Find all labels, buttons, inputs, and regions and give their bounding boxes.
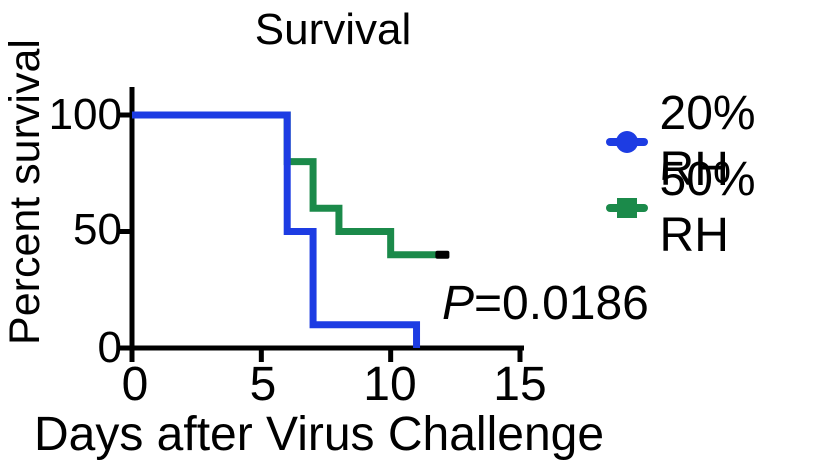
x-tick-label-0: 0 — [121, 358, 149, 411]
legend-item-50-rh: 50% RH — [606, 153, 832, 262]
legend-label-20-rh: 20% RH — [659, 87, 756, 196]
y-axis-label: Percent survival — [1, 39, 49, 345]
censor-tick-mark — [435, 250, 450, 259]
y-tick-label-100: 100 — [48, 90, 122, 139]
legend-label-50-rh: 50% RH — [659, 153, 756, 262]
y-tick-label-0: 0 — [97, 323, 122, 372]
p-value-number: =0.0186 — [474, 277, 649, 330]
circle-marker-icon — [616, 131, 638, 153]
legend-item-20-rh: 20% RH — [606, 87, 832, 196]
x-tick-label-10: 10 — [363, 358, 417, 411]
p-value-symbol: P — [442, 277, 475, 330]
chart-title: Survival — [254, 5, 412, 54]
p-value-annotation: P=0.0186 — [442, 278, 649, 330]
survival-curve-20-rh — [132, 111, 421, 348]
square-marker-icon — [617, 198, 637, 218]
legend: 20% RH 50% RH — [606, 87, 832, 262]
legend-marker-square-icon — [606, 196, 648, 220]
x-tick-label-5: 5 — [249, 358, 277, 411]
x-axis-label: Days after Virus Challenge — [33, 408, 605, 461]
x-tick-label-15: 15 — [493, 358, 547, 411]
y-tick-label-50: 50 — [73, 205, 122, 254]
legend-marker-circle-icon — [606, 130, 648, 154]
